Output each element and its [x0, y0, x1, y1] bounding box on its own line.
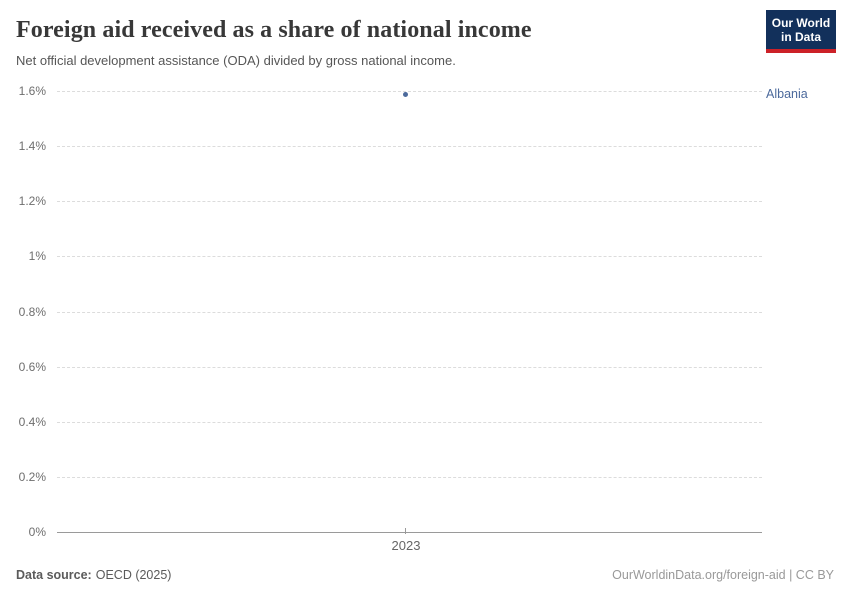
owid-logo-line2: in Data — [780, 30, 821, 44]
y-axis-tick-label: 0% — [28, 525, 46, 539]
data-source-value: OECD (2025) — [95, 568, 172, 582]
chart-title: Foreign aid received as a share of natio… — [16, 17, 532, 43]
y-axis-tick-label: 1.4% — [18, 139, 46, 154]
y-axis-tick-label: 1% — [28, 249, 46, 264]
y-axis-tick-label: 1.2% — [18, 194, 46, 209]
owid-logo-accent-bar — [766, 49, 836, 53]
x-axis-tick-label: 2023 — [391, 538, 421, 553]
y-axis-tick-label: 1.6% — [18, 84, 46, 98]
chart-subtitle: Net official development assistance (ODA… — [16, 53, 456, 68]
attribution-link[interactable]: OurWorldinData.org/foreign-aid | CC BY — [612, 568, 834, 582]
x-axis-line — [57, 532, 762, 533]
data-source-label: Data source: — [16, 568, 92, 582]
data-source-note: Data source: OECD (2025) — [16, 568, 171, 582]
owid-logo[interactable]: Our World in Data — [766, 10, 836, 53]
y-axis-tick-label: 0.8% — [18, 304, 46, 319]
x-axis-tick-mark — [405, 528, 406, 534]
gridline — [57, 476, 762, 478]
y-axis-tick-label: 0.2% — [18, 469, 46, 484]
gridline — [57, 91, 762, 92]
owid-logo-line1: Our World — [771, 16, 831, 30]
gridline — [57, 311, 762, 313]
entity-label-albania[interactable]: Albania — [766, 87, 808, 101]
gridline — [57, 256, 762, 258]
gridline — [57, 201, 762, 203]
gridline — [57, 421, 762, 423]
gridline — [57, 366, 762, 368]
y-axis-tick-label: 0.4% — [18, 414, 46, 429]
owid-logo-text: Our World in Data — [766, 10, 836, 49]
data-point-albania-2023[interactable] — [403, 92, 408, 97]
y-axis-tick-label: 0.6% — [18, 359, 46, 374]
gridline — [57, 146, 762, 148]
